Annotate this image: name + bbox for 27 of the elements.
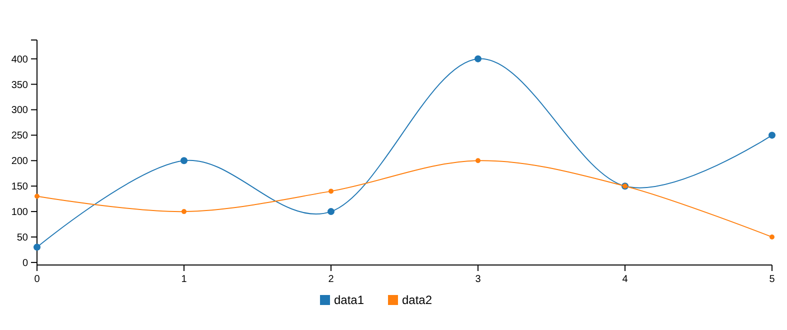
x-tick-label: 3 <box>475 274 482 285</box>
point <box>328 208 334 216</box>
x-tick-label: 0 <box>34 274 40 285</box>
x-tick-label: 1 <box>181 274 188 285</box>
y-tick-label: 150 <box>11 182 28 193</box>
y-tick-label: 350 <box>11 80 28 91</box>
y-tick-label: 200 <box>11 156 28 168</box>
point <box>768 132 776 139</box>
point <box>34 244 40 251</box>
point <box>34 194 40 199</box>
legend-label: data2 <box>402 293 432 308</box>
point <box>770 234 774 240</box>
point <box>476 158 480 164</box>
y-tick-label: 250 <box>11 130 28 142</box>
y-tick-label: 50 <box>16 232 28 244</box>
x-tick-label: 5 <box>769 274 776 285</box>
y-tick-label: 300 <box>11 105 28 116</box>
y-tick-label: 0 <box>22 258 28 269</box>
point <box>328 188 334 194</box>
x-tick-label: 4 <box>622 274 628 285</box>
point <box>474 55 482 62</box>
x-tick-label: 2 <box>328 274 334 285</box>
y-tick-label: 400 <box>11 54 28 66</box>
point <box>182 209 186 214</box>
point <box>180 157 188 164</box>
y-tick-label: 100 <box>11 207 28 218</box>
legend-label: data1 <box>334 293 364 308</box>
